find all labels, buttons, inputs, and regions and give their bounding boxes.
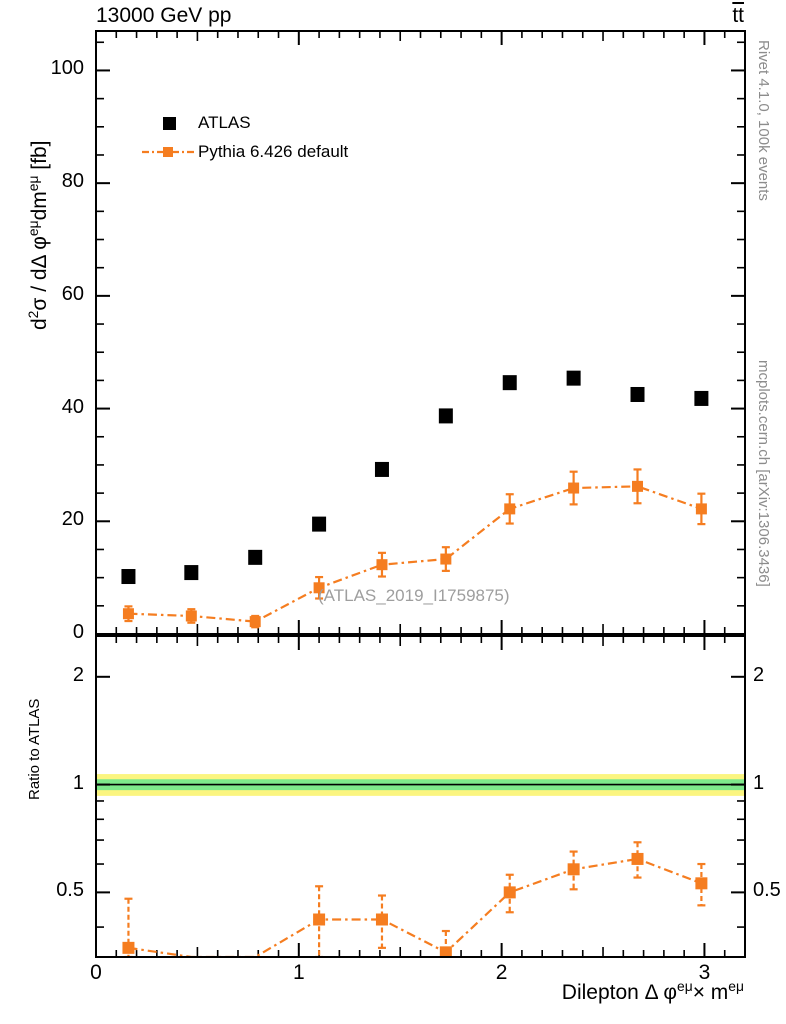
main-panel-svg xyxy=(95,30,746,635)
ratio-data-point xyxy=(313,913,326,926)
ratio-point-group xyxy=(313,885,326,956)
x-title-sup-emu1: eμ xyxy=(677,978,693,994)
main-data-layer xyxy=(121,370,709,629)
main-y-tick-label: 80 xyxy=(61,170,84,193)
ratio-data-point xyxy=(439,946,452,956)
atlas-data-point xyxy=(312,516,327,532)
atlas-data-point xyxy=(694,390,709,406)
header-process-text: tt xyxy=(732,4,744,27)
mc-data-point xyxy=(185,610,197,622)
legend-label-atlas: ATLAS xyxy=(198,113,251,132)
atlas-data-point xyxy=(438,408,453,424)
ratio-plot-frame xyxy=(95,635,746,958)
atlas-data-point xyxy=(374,461,389,477)
x-title-times: × m xyxy=(692,981,729,1004)
ratio-y-tick-label-right: 0.5 xyxy=(753,879,781,902)
ratio-data-point xyxy=(503,886,516,899)
legend-marker-pythia xyxy=(142,147,196,157)
atlas-data-point xyxy=(248,549,263,565)
ratio-y-tick-label-right: 2 xyxy=(753,663,765,686)
mc-data-point xyxy=(122,608,134,620)
main-y-tick-label: 0 xyxy=(72,621,84,643)
mc-data-point xyxy=(632,480,644,492)
legend-label-pythia: Pythia 6.426 default xyxy=(198,142,349,161)
x-title-main: Dilepton Δ φ xyxy=(561,981,677,1004)
atlas-data-point xyxy=(121,569,136,585)
main-y-tick-label: 40 xyxy=(61,395,84,418)
mc-data-point xyxy=(376,559,388,571)
legend-marker-atlas xyxy=(162,116,176,130)
ratio-data-point xyxy=(695,877,708,890)
ratio-y-tick-label-left: 0.5 xyxy=(56,879,84,902)
ratio-data-layer xyxy=(122,841,708,956)
ratio-data-point xyxy=(375,913,388,926)
x-axis-title: Dilepton Δ φeμ× meμ xyxy=(561,978,744,1005)
ratio-uncertainty-bands xyxy=(97,774,744,796)
ratio-axis-ticks xyxy=(95,636,746,957)
main-y-tick-label: 100 xyxy=(50,57,84,80)
x-title-sup-emu2: eμ xyxy=(728,978,744,994)
legend-entry-atlas: ATLAS xyxy=(140,113,251,133)
atlas-data-point xyxy=(502,375,517,391)
atlas-data-point xyxy=(566,370,581,386)
ratio-point-group xyxy=(503,873,516,914)
x-tick-label: 1 xyxy=(292,961,305,984)
ratio-data-point xyxy=(631,852,644,865)
header-process-label: tt xyxy=(732,4,744,28)
analysis-id-watermark: (ATLAS_2019_I1759875) xyxy=(318,586,510,605)
x-tick-label: 0 xyxy=(90,961,102,984)
main-y-tick-label: 20 xyxy=(61,508,84,531)
mc-data-point xyxy=(695,503,707,515)
legend-entry-pythia: Pythia 6.426 default xyxy=(140,142,348,162)
ratio-data-point xyxy=(122,941,135,954)
mc-data-point xyxy=(504,503,516,515)
mc-data-point xyxy=(440,553,452,565)
main-y-tick-label: 60 xyxy=(61,282,84,305)
mc-data-point xyxy=(249,616,261,628)
x-tick-label: 3 xyxy=(698,961,711,984)
ratio-point-group xyxy=(567,850,580,891)
ratio-y-tick-label-left: 2 xyxy=(72,663,84,686)
ratio-point-group xyxy=(695,862,708,907)
mc-curve xyxy=(128,485,702,623)
ratio-curve xyxy=(128,857,702,956)
mc-data-point xyxy=(568,482,580,494)
header-beam-label: 13000 GeV pp xyxy=(96,4,232,27)
ratio-point-group xyxy=(439,929,452,956)
ratio-point-group xyxy=(375,894,388,949)
x-tick-label: 2 xyxy=(495,961,508,984)
mc-data-point xyxy=(313,582,325,594)
atlas-data-point xyxy=(184,565,199,581)
ratio-y-tick-label-right: 1 xyxy=(753,771,765,794)
ratio-point-group xyxy=(631,841,644,879)
main-axis-ticks xyxy=(95,31,746,635)
ratio-data-point xyxy=(567,863,580,876)
atlas-data-point xyxy=(630,386,645,402)
ratio-y-tick-label-left: 1 xyxy=(72,771,84,794)
ratio-point-group xyxy=(122,897,135,956)
